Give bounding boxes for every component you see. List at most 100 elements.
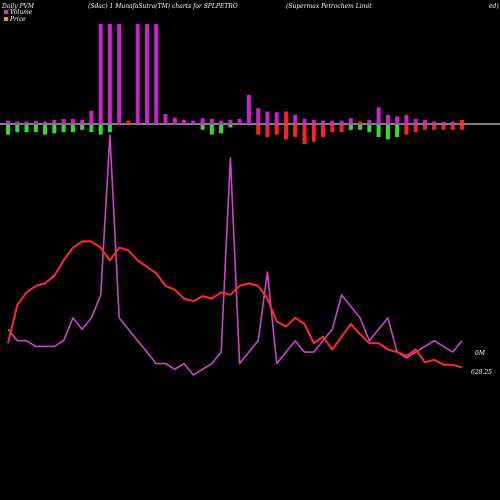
volume-bar [135,24,140,124]
pvm-bar [24,125,29,133]
volume-bar [302,119,307,124]
volume-bar [200,118,205,124]
pvm-bar [385,125,390,140]
center-title: (Sdac) 1 MunafaSutra(TM) charts for SPLP… [88,3,238,10]
pvm-bar [200,125,205,130]
volume-bar [432,121,437,124]
volume-bar [385,114,390,124]
pvm-bar [228,125,233,128]
volume-bar [98,24,103,124]
volume-bar [265,111,270,124]
volume-bar [117,24,122,124]
volume-bar [330,120,335,124]
left-title: Daily PVM [1,3,35,10]
volume-bar [228,119,233,124]
volume-bar [246,94,251,124]
volume-bar [422,119,427,124]
pvm-bar [330,125,335,133]
price-line [7,240,463,369]
volume-bar [182,119,186,124]
pvm-bar [52,125,57,134]
pvm-bar [6,125,10,135]
volume-bar [348,118,353,124]
pvm-bar [70,125,75,133]
pvm-bar [274,125,279,135]
pvm-bar [358,125,363,130]
volume-bar [219,120,224,124]
pvm-bar [395,125,400,137]
volume-bar [358,121,363,124]
pvm-bar [450,125,455,130]
right-title: (Supermax Petrochem Limit [286,3,372,10]
volume-bar [339,120,344,124]
pvm-bar [219,125,224,134]
volume-line [7,134,463,376]
pvm-bar [98,125,103,135]
pvm-bar [311,125,316,142]
volume-bar [311,119,316,124]
pvm-bar [209,125,214,135]
legend-volume-label: Volume [10,9,33,16]
pvm-bar [107,125,112,133]
right-edge-text: ed) [489,3,499,10]
price-volume-lines [7,134,463,376]
volume-bar [321,120,325,124]
pvm-bar [441,125,446,130]
volume-bar [80,119,85,124]
legend-price-label: Price [9,16,26,23]
volume-end-label: 0M [475,350,486,357]
volume-bar [61,119,66,124]
volume-bar [367,119,372,124]
pvm-bar [404,125,409,135]
volume-bar [107,24,112,124]
volume-bar [172,117,177,125]
pvm-bar [376,125,381,137]
legend-price-swatch [4,17,8,21]
pvm-bar [43,125,48,135]
legend-volume-swatch [4,10,8,14]
pvm-bar [321,125,325,137]
volume-bar [237,119,242,124]
pvm-bar [413,125,418,133]
volume-bar [6,120,10,124]
pvm-bar [265,125,270,137]
volume-bar [163,114,168,124]
volume-bar [154,24,159,124]
pvm-bar [284,125,288,140]
volume-bar [284,111,288,124]
volume-bars [6,24,464,145]
volume-bar [450,121,455,124]
pvm-bar [339,125,344,133]
volume-bar [43,121,48,124]
volume-bar [89,110,94,124]
pvm-bar [460,125,464,130]
volume-bar [413,119,418,124]
volume-bar [274,112,279,124]
volume-bar [24,121,29,124]
price-end-label: 628.25 [471,369,492,376]
volume-bar [404,114,409,124]
pvm-bar [348,125,353,130]
volume-bar [15,121,20,124]
volume-bar [395,116,400,124]
pvm-bar [89,125,94,133]
pvm-bar [80,125,85,130]
pvm-bar [33,125,38,133]
pvm-bar [302,125,307,145]
volume-bar [191,120,196,124]
pvm-bar [15,125,20,133]
volume-bar [70,119,75,124]
volume-bar [145,24,149,124]
volume-bar [126,120,131,124]
volume-bar [33,121,38,124]
volume-bar [441,121,446,124]
pvm-bar [61,125,66,133]
volume-bar [209,119,214,124]
pvm-bar [367,125,372,133]
pvm-bar [432,125,437,130]
volume-bar [256,108,261,124]
volume-bar [460,119,464,124]
volume-bar [376,107,381,124]
